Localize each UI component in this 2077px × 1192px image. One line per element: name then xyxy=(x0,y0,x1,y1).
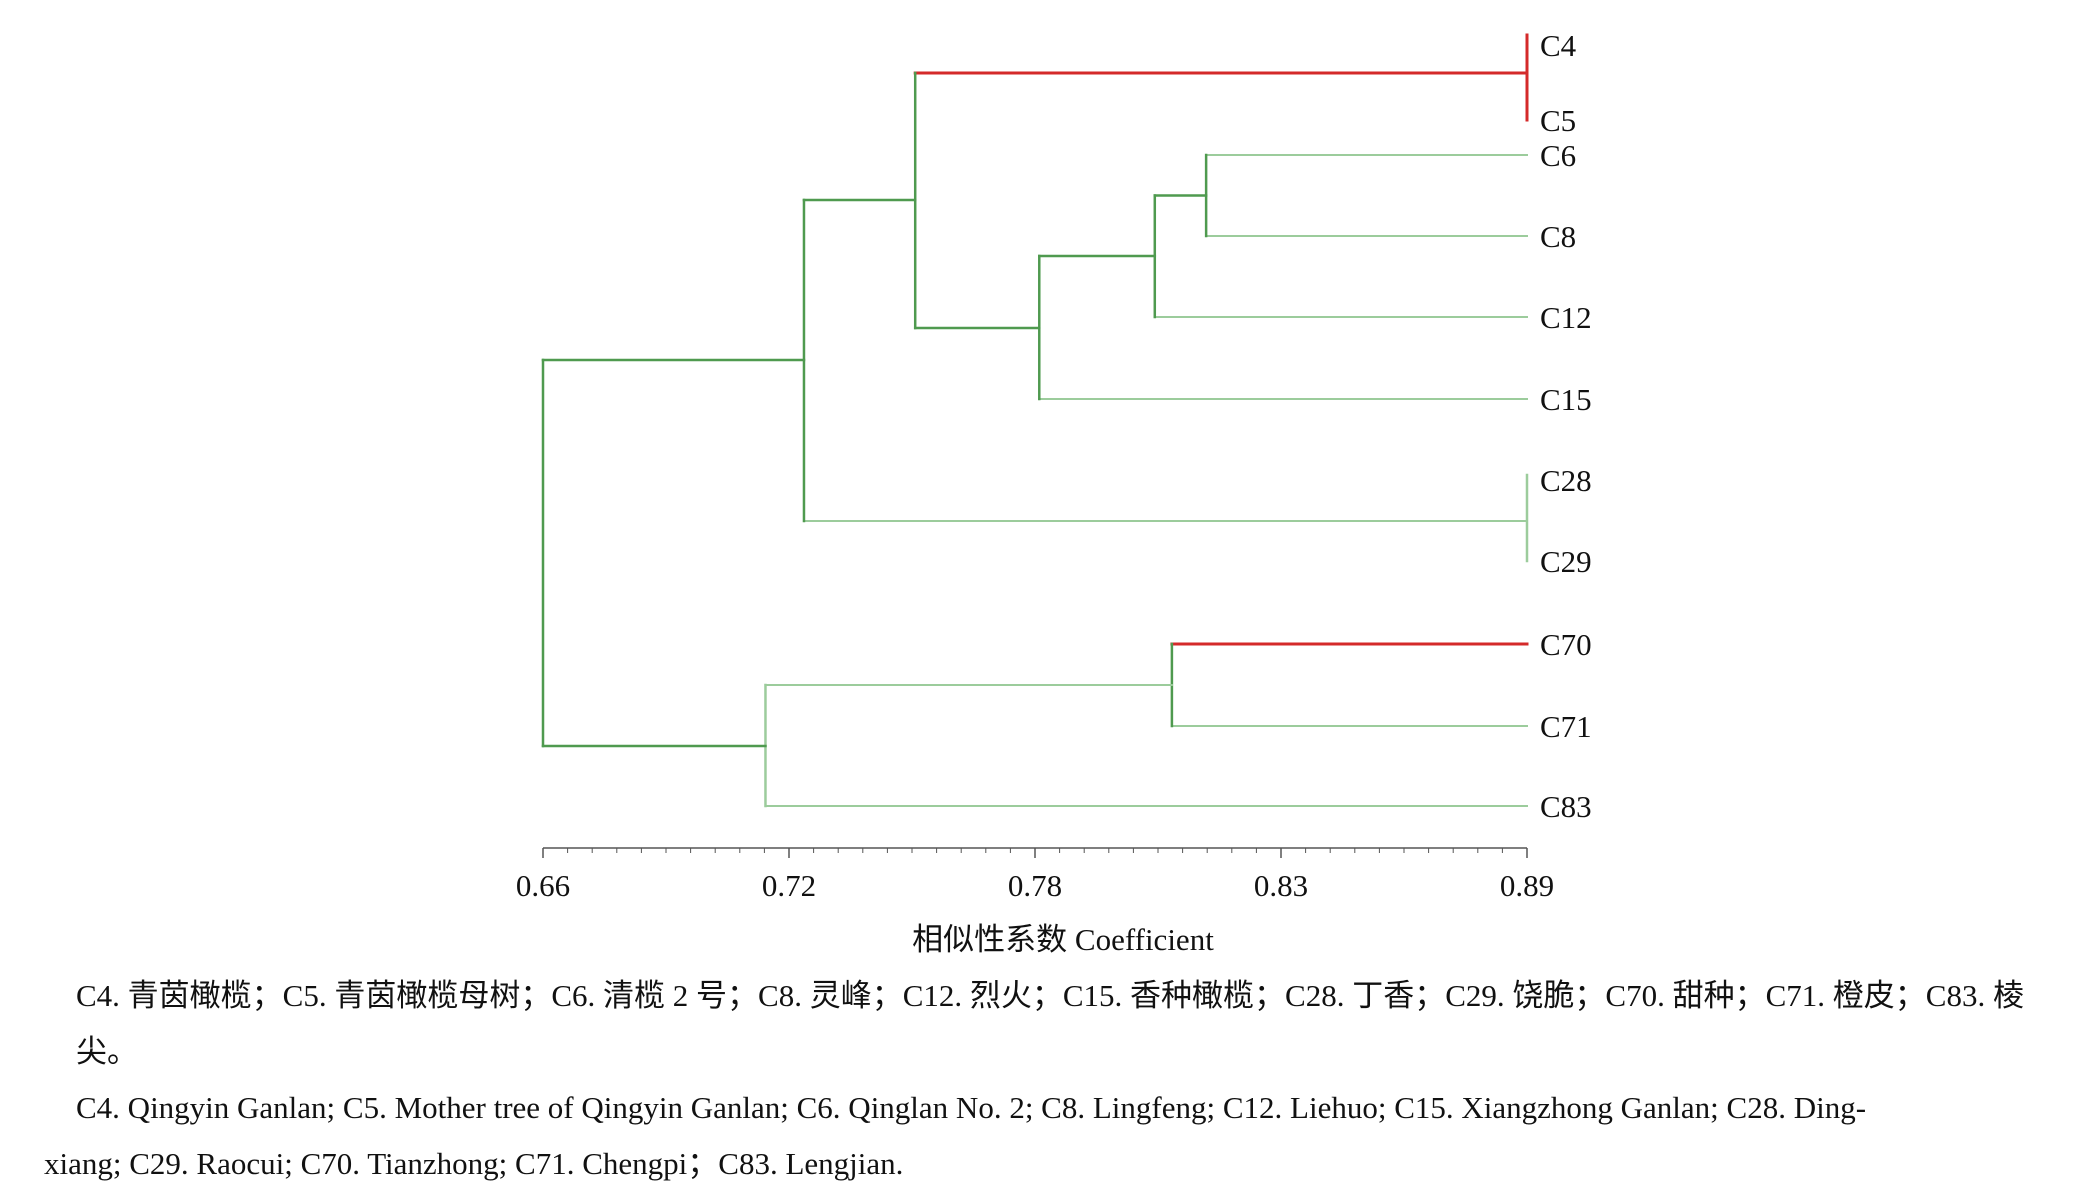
leaf-label-c71: C71 xyxy=(1540,709,1592,744)
x-axis-title: 相似性系数 Coefficient xyxy=(912,922,1214,957)
leaf-label-c6: C6 xyxy=(1540,138,1576,173)
caption-line-en-2: xiang; C29. Raocui; C70. Tianzhong; C71.… xyxy=(44,1146,904,1181)
x-axis: 0.66 0.72 0.78 0.83 0.89 xyxy=(516,847,1554,903)
figure-caption: C4. 青茵橄榄；C5. 青茵橄榄母树；C6. 清榄 2 号；C8. 灵峰；C1… xyxy=(44,968,2044,1192)
leaf-label-c15: C15 xyxy=(1540,382,1592,417)
x-tick-label: 0.72 xyxy=(762,868,816,903)
leaf-label-c5: C5 xyxy=(1540,103,1576,138)
x-tick-label: 0.89 xyxy=(1500,868,1554,903)
dendrogram-tree xyxy=(541,33,1529,808)
caption-line-en-1: C4. Qingyin Ganlan; C5. Mother tree of Q… xyxy=(76,1090,1867,1125)
leaf-label-c12: C12 xyxy=(1540,300,1592,335)
leaf-label-c28: C28 xyxy=(1540,463,1592,498)
x-tick-label: 0.83 xyxy=(1254,868,1308,903)
leaf-label-c4: C4 xyxy=(1540,28,1577,63)
leaf-label-c83: C83 xyxy=(1540,789,1592,824)
leaf-label-c29: C29 xyxy=(1540,544,1592,579)
x-tick-label: 0.78 xyxy=(1008,868,1062,903)
leaf-label-c70: C70 xyxy=(1540,627,1592,662)
x-tick-label: 0.66 xyxy=(516,868,570,903)
caption-line-zh: C4. 青茵橄榄；C5. 青茵橄榄母树；C6. 清榄 2 号；C8. 灵峰；C1… xyxy=(76,978,2024,1069)
leaf-label-c8: C8 xyxy=(1540,219,1576,254)
